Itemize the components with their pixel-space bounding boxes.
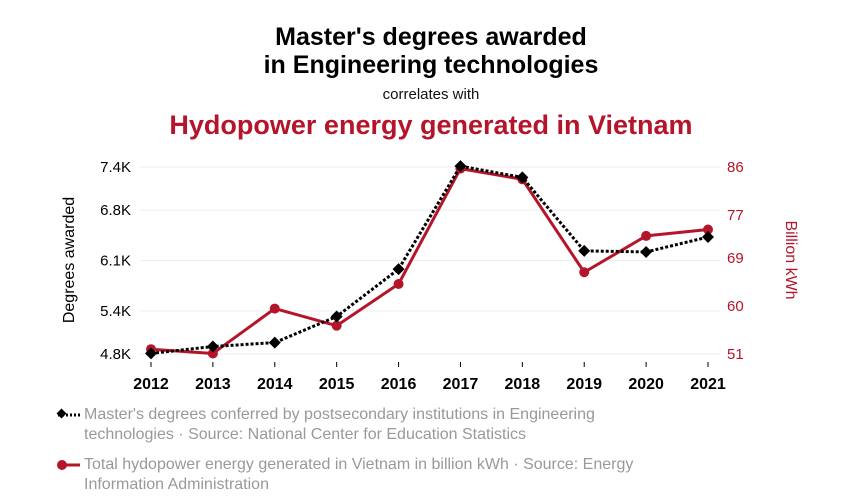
series-2-point bbox=[641, 230, 652, 241]
x-tick-label: 2020 bbox=[628, 376, 664, 393]
series-group bbox=[145, 160, 714, 360]
x-tick-label: 2019 bbox=[566, 376, 602, 393]
series-1-point bbox=[145, 347, 157, 360]
series-2-point bbox=[331, 320, 342, 331]
series-1-point bbox=[268, 336, 281, 349]
series-2-point bbox=[207, 348, 218, 359]
series-2-line bbox=[150, 167, 709, 355]
x-tick-label: 2018 bbox=[505, 376, 541, 393]
legend-item-series-2: Total hydopower energy generated in Viet… bbox=[56, 455, 674, 495]
series-2-point bbox=[579, 267, 590, 278]
right-tick-label: 86 bbox=[727, 159, 744, 176]
series-2-point bbox=[703, 224, 713, 235]
legend-item-series-1: Master's degrees conferred by postsecond… bbox=[56, 405, 674, 445]
series-1-point bbox=[578, 244, 591, 257]
series-1-point bbox=[454, 160, 467, 173]
chart-title-line-1: Master's degrees awarded bbox=[275, 23, 587, 51]
legend-circle-icon bbox=[57, 460, 80, 470]
series-1-point bbox=[206, 340, 219, 353]
right-axis-ticks: 51 60 69 77 86 bbox=[727, 159, 744, 363]
x-tick-label: 2012 bbox=[133, 376, 169, 393]
x-tick-label: 2016 bbox=[381, 376, 417, 393]
chart-title-2: Hydopower energy generated in Vietnam bbox=[169, 110, 693, 140]
x-tick-label: 2015 bbox=[319, 376, 355, 393]
series-1-point bbox=[516, 171, 529, 184]
x-tick-label: 2013 bbox=[195, 376, 231, 393]
series-2-point bbox=[393, 279, 404, 290]
left-tick-label: 6.1K bbox=[100, 253, 131, 270]
series-1-point bbox=[702, 231, 714, 244]
x-axis-ticks: 2012 2013 2014 2015 2016 2017 2018 2019 2020 2021 bbox=[133, 362, 726, 393]
x-tick-label: 2017 bbox=[443, 376, 479, 393]
legend-diamond-icon bbox=[56, 408, 80, 419]
right-tick-label: 51 bbox=[727, 346, 744, 363]
legend-label-series-1: Master's degrees conferred by postsecond… bbox=[84, 406, 595, 443]
x-tick-label: 2021 bbox=[690, 376, 726, 393]
series-1-point bbox=[640, 245, 653, 258]
right-axis-label: Billion kWh bbox=[782, 220, 799, 299]
left-tick-label: 6.8K bbox=[100, 202, 131, 219]
left-axis-label: Degrees awarded bbox=[61, 197, 78, 323]
chart-subtitle: correlates with bbox=[382, 86, 480, 103]
left-tick-label: 5.4K bbox=[100, 303, 131, 320]
right-tick-label: 60 bbox=[727, 298, 744, 315]
chart-title-line-2: in Engineering technologies bbox=[263, 51, 599, 79]
right-tick-label: 77 bbox=[727, 207, 744, 224]
legend-label-series-2: Total hydopower energy generated in Viet… bbox=[84, 456, 634, 493]
series-1-line bbox=[150, 164, 709, 355]
right-tick-label: 69 bbox=[727, 250, 744, 267]
series-1-point bbox=[330, 310, 343, 323]
x-tick-label: 2014 bbox=[257, 376, 293, 393]
left-tick-label: 4.8K bbox=[100, 346, 131, 363]
series-2-point bbox=[269, 303, 280, 314]
grid-lines bbox=[140, 166, 720, 355]
left-axis-ticks: 4.8K 5.4K 6.1K 6.8K 7.4K bbox=[100, 159, 131, 363]
series-1-point bbox=[392, 263, 405, 276]
left-tick-label: 7.4K bbox=[100, 159, 131, 176]
